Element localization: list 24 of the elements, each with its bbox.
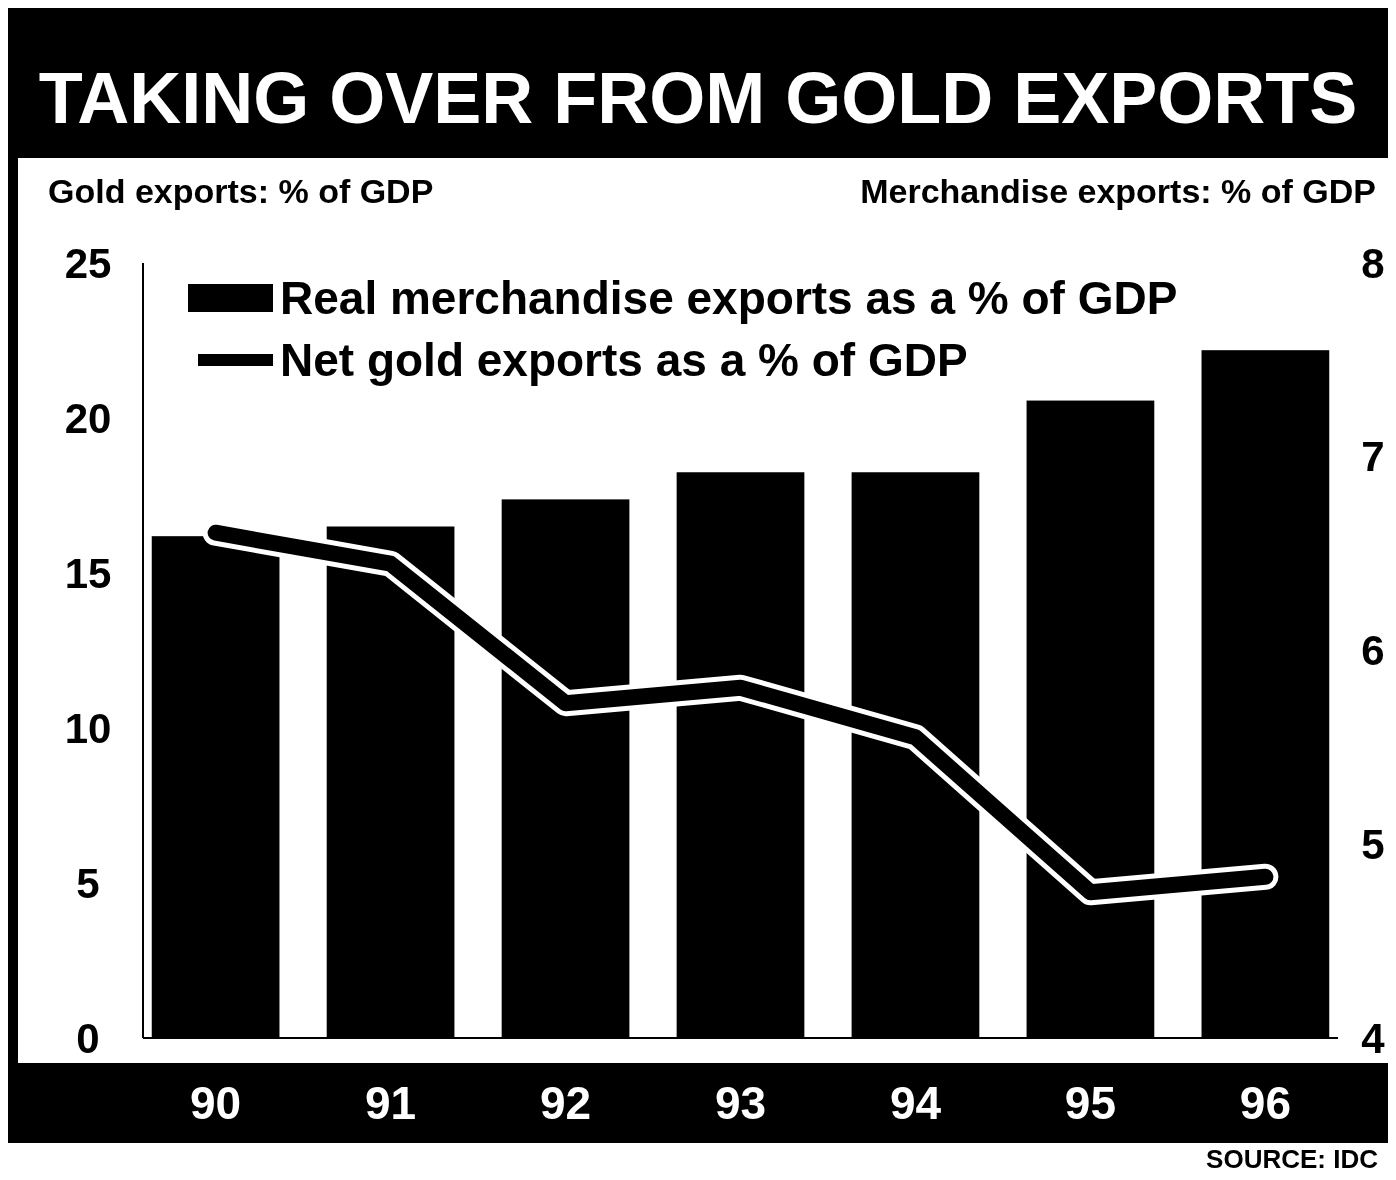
y2-tick-label: 5 (1361, 820, 1385, 868)
y2-tick-label: 8 (1361, 239, 1385, 287)
y2-tick-label: 7 (1361, 433, 1385, 481)
x-tick-label: 92 (539, 1077, 592, 1130)
y-tick-label: 15 (64, 549, 112, 597)
x-tick-label: 96 (1239, 1077, 1291, 1130)
y-axis-title: Gold exports: % of GDP (48, 172, 434, 210)
x-tick-label: 90 (190, 1077, 242, 1130)
x-tick-label: 93 (714, 1077, 767, 1130)
y2-tick-label: 6 (1361, 627, 1385, 675)
y-tick-label: 25 (64, 239, 112, 287)
x-tick-label: 91 (364, 1077, 417, 1130)
y-tick-label: 0 (76, 1014, 100, 1062)
y-tick-label: 10 (64, 704, 112, 752)
chart-title: TAKING OVER FROM GOLD EXPORTS (38, 58, 1358, 138)
y-tick-label: 5 (76, 859, 100, 907)
source-note: SOURCE: IDC (1206, 1144, 1379, 1174)
x-tick-label: 94 (889, 1077, 942, 1130)
x-tick-label: 95 (1064, 1077, 1117, 1130)
legend-label: Real merchandise exports as a % of GDP (280, 272, 1178, 325)
y2-axis-title: Merchandise exports: % of GDP (860, 172, 1376, 210)
y-tick-label: 20 (64, 394, 112, 442)
y2-tick-label: 4 (1361, 1014, 1386, 1062)
legend-label: Net gold exports as a % of GDP (280, 334, 968, 387)
